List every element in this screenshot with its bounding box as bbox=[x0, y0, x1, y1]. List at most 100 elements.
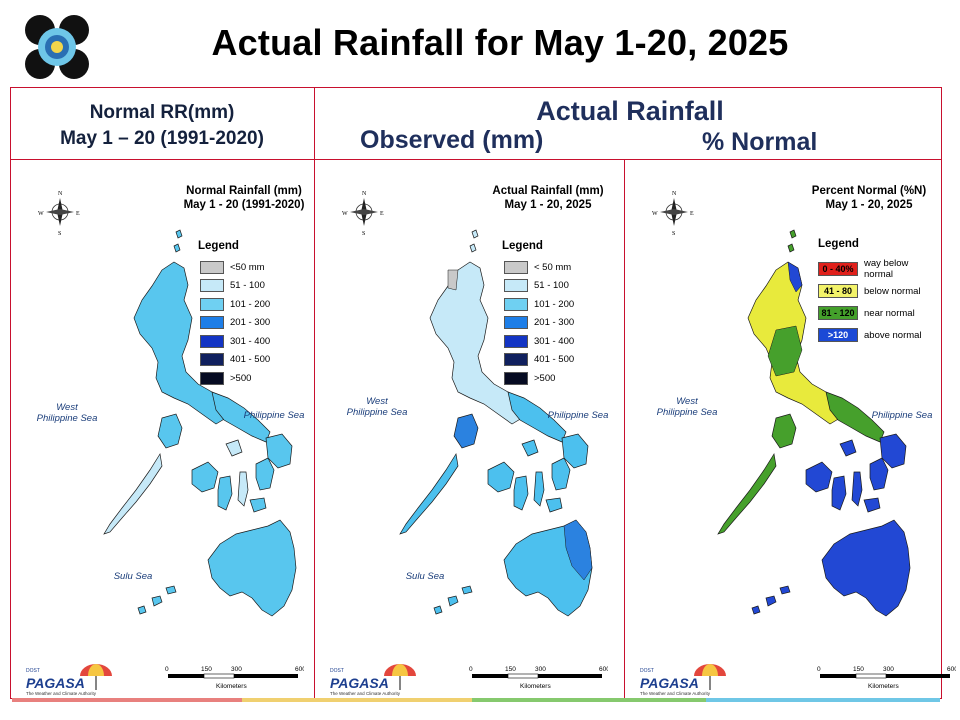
legend-item: 51 - 100 bbox=[200, 279, 265, 293]
footer-bar-green bbox=[472, 698, 706, 702]
island-mindanao-wet-zone bbox=[563, 519, 593, 581]
legend-label: 51 - 100 bbox=[534, 280, 569, 291]
legend-swatch bbox=[504, 316, 528, 329]
legend-label: below normal bbox=[864, 285, 921, 297]
map-title-line2: May 1 - 20, 2025 bbox=[825, 199, 913, 211]
philippines-map: N S W E bbox=[652, 191, 911, 617]
pagasa-since-label: DOST bbox=[330, 668, 344, 674]
island-negros bbox=[513, 475, 529, 511]
island-bicol bbox=[507, 391, 567, 443]
scale-tick-label: 0 bbox=[165, 666, 169, 673]
pagasa-tagline: The Weather and Climate Authority bbox=[640, 691, 711, 696]
legend-item: >120 above normal bbox=[818, 328, 922, 342]
legend-label: 401 - 500 bbox=[534, 354, 575, 365]
map-title-line1: Normal Rainfall (mm) bbox=[186, 185, 302, 197]
legend-title: Legend bbox=[818, 238, 859, 250]
island-mindoro bbox=[453, 413, 479, 449]
island-palawan bbox=[717, 453, 777, 535]
footer-bar-blue bbox=[706, 698, 940, 702]
map-title-line1: Actual Rainfall (mm) bbox=[492, 185, 604, 197]
legend-swatch: >120 bbox=[818, 328, 858, 342]
legend-label: 201 - 300 bbox=[230, 317, 271, 328]
sea-label-west-line2: Philippine Sea bbox=[346, 407, 408, 418]
pagasa-org-label: PAGASA bbox=[26, 675, 85, 691]
compass-label-s: S bbox=[58, 231, 61, 237]
island-cebu bbox=[237, 471, 249, 507]
legend-item: 81 - 120 near normal bbox=[818, 306, 915, 320]
island-masbate bbox=[521, 439, 539, 457]
legend-label: 51 - 100 bbox=[230, 280, 265, 291]
pagasa-since-label: DOST bbox=[640, 668, 654, 674]
legend-label: 301 - 400 bbox=[230, 335, 271, 347]
normal-header: Normal RR(mm) May 1 – 20 (1991-2020) bbox=[12, 100, 312, 152]
scale-tick-label: 150 bbox=[505, 666, 516, 673]
legend-label: >500 bbox=[534, 372, 556, 384]
pagasa-tagline: The Weather and Climate Authority bbox=[330, 691, 401, 696]
legend-label: 401 - 500 bbox=[230, 354, 271, 365]
compass-label-n: N bbox=[362, 191, 367, 197]
legend-swatch bbox=[200, 297, 224, 311]
divider-vertical-2 bbox=[624, 160, 625, 699]
scale-bar: 0 150 300 600 Kilometers bbox=[165, 666, 304, 690]
sea-label-west-line1: West bbox=[366, 396, 388, 407]
island-sulu bbox=[751, 585, 791, 615]
compass-label-s: S bbox=[672, 231, 675, 237]
sea-label-west-line1: West bbox=[676, 396, 698, 407]
legend-item: 41 - 80 below normal bbox=[818, 284, 921, 298]
sea-label-west-line1: West bbox=[56, 402, 78, 413]
legend-swatch bbox=[200, 260, 224, 274]
sea-label-west-philippine-sea: West Philippine Sea bbox=[342, 396, 412, 418]
island-palawan bbox=[399, 453, 459, 535]
legend-item: >500 bbox=[200, 371, 251, 385]
island-luzon-dry-zone bbox=[447, 269, 459, 291]
sea-label-west-line2: Philippine Sea bbox=[656, 407, 718, 418]
legend-swatch bbox=[200, 334, 224, 348]
island-bicol bbox=[825, 391, 885, 443]
legend-label: 101 - 200 bbox=[230, 298, 271, 310]
actual-rainfall-map-panel: N S W E Actual Rainfall (mm) May 1 - 20, 2025… bbox=[316, 160, 624, 700]
compass-rose-icon: N S W E bbox=[342, 191, 384, 237]
legend-item: 51 - 100 bbox=[504, 279, 569, 293]
compass-label-e: E bbox=[690, 211, 694, 217]
island-negros bbox=[831, 475, 847, 511]
percent-normal-map-panel: N S W E Percent Normal (%N) May 1 - 20, 2025 L… bbox=[626, 160, 956, 700]
island-samar bbox=[561, 433, 589, 469]
scale-tick-label: 300 bbox=[883, 666, 894, 673]
pagasa-branding: DOST PAGASA The Weather and Climate Author… bbox=[636, 660, 736, 698]
island-bohol bbox=[863, 497, 881, 513]
legend-swatch bbox=[200, 353, 224, 366]
legend-label: above normal bbox=[864, 329, 922, 341]
sea-label-philippine-sea: Philippine Sea bbox=[871, 410, 933, 421]
legend-swatch: 81 - 120 bbox=[818, 306, 858, 320]
island-masbate bbox=[839, 439, 857, 457]
legend-swatch bbox=[200, 371, 224, 385]
scale-tick-label: 0 bbox=[817, 666, 821, 673]
compass-rose-icon: N S W E bbox=[652, 191, 694, 237]
island-batanes bbox=[469, 229, 479, 253]
island-batanes bbox=[173, 229, 183, 253]
island-palawan bbox=[103, 453, 163, 535]
island-bohol bbox=[545, 497, 563, 513]
legend-item: < 50 mm bbox=[504, 260, 571, 274]
sea-label-west-philippine-sea: West Philippine Sea bbox=[32, 402, 102, 424]
legend-item: 201 - 300 bbox=[504, 316, 574, 330]
normal-rainfall-map-panel: N S W E Normal Rainfall (mm) May 1 - 20 (1991… bbox=[12, 160, 314, 700]
compass-label-e: E bbox=[76, 211, 80, 217]
divider-horizontal bbox=[10, 159, 942, 160]
sea-label-philippine-sea: Philippine Sea bbox=[243, 410, 305, 421]
island-mindoro bbox=[771, 413, 797, 449]
legend-item: 301 - 400 bbox=[504, 334, 574, 348]
sea-label-west-line2: Philippine Sea bbox=[36, 413, 98, 424]
compass-label-w: W bbox=[342, 211, 348, 217]
legend-label: 101 - 200 bbox=[534, 298, 575, 310]
compass-label-e: E bbox=[380, 211, 384, 217]
map-title-line1: Percent Normal (%N) bbox=[811, 185, 927, 197]
map-title: Actual Rainfall (mm) May 1 - 20, 2025 bbox=[484, 184, 612, 212]
pagasa-org-label: PAGASA bbox=[640, 675, 699, 691]
island-panay bbox=[805, 461, 833, 493]
scale-bar: 0 150 300 600 Kilometers bbox=[817, 666, 956, 690]
island-negros bbox=[217, 475, 233, 511]
island-batanes bbox=[787, 229, 797, 253]
legend-label: way below normal bbox=[864, 258, 909, 280]
